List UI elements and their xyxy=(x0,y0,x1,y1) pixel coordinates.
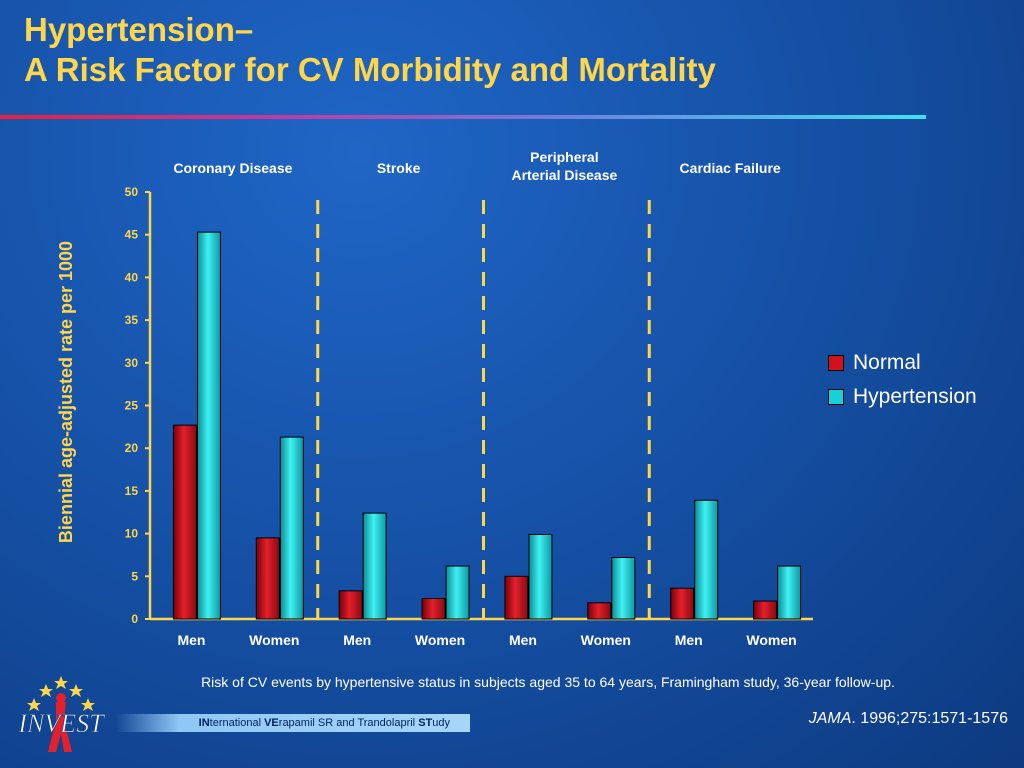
y-tick-label: 25 xyxy=(125,399,139,413)
title-line-2: A Risk Factor for CV Morbidity and Morta… xyxy=(24,51,716,88)
logo-text: INVEST xyxy=(17,709,105,738)
x-tick-label: Men xyxy=(509,632,537,648)
title-underline xyxy=(0,115,926,119)
group-title-line: Stroke xyxy=(377,160,421,176)
y-tick-label: 20 xyxy=(125,441,139,455)
y-tick-label: 5 xyxy=(131,569,138,583)
bar-hypertension xyxy=(445,565,470,620)
x-tick-label: Men xyxy=(343,632,371,648)
x-tick-label: Men xyxy=(675,632,703,648)
group-title-line: Coronary Disease xyxy=(173,160,292,176)
bar-hypertension xyxy=(279,436,304,620)
y-tick-label: 0 xyxy=(131,612,138,626)
group-title: Cardiac Failure xyxy=(680,160,781,176)
bar-hypertension xyxy=(196,231,221,620)
chart-legend: Normal Hypertension xyxy=(828,346,977,414)
citation: JAMA. 1996;275:1571-1576 xyxy=(809,710,1008,728)
invest-logo: INVEST xyxy=(17,676,105,752)
y-tick-label: 50 xyxy=(125,185,139,199)
x-tick-label: Women xyxy=(746,632,796,648)
bar-hypertension xyxy=(611,557,636,620)
bar-hypertension xyxy=(528,533,553,620)
bar-normal xyxy=(504,575,529,620)
bar-hypertension xyxy=(694,499,719,620)
citation-journal: JAMA xyxy=(808,710,852,727)
bar-normal xyxy=(338,590,363,620)
y-tick-label: 15 xyxy=(125,484,139,498)
group-title-line: Arterial Disease xyxy=(511,167,617,183)
group-title-line: Peripheral xyxy=(530,149,598,165)
slide-title: Hypertension– A Risk Factor for CV Morbi… xyxy=(24,10,716,90)
banner-part3-bold: ST xyxy=(418,717,433,729)
y-axis-label: Biennial age-adjusted rate per 1000 xyxy=(56,241,76,543)
bar-hypertension xyxy=(777,565,802,620)
legend-label-hypertension: Hypertension xyxy=(853,385,977,408)
y-tick-label: 10 xyxy=(125,527,139,541)
figure-caption: Risk of CV events by hypertensive status… xyxy=(201,674,895,690)
study-banner: INternational VErapamil SR and Trandolap… xyxy=(116,714,470,732)
bar-normal xyxy=(670,587,695,620)
group-title: Stroke xyxy=(377,160,421,176)
banner-part3: udy xyxy=(432,717,450,729)
legend-swatch-normal xyxy=(828,355,844,371)
banner-part1-bold: IN xyxy=(198,717,210,729)
group-title: Coronary Disease xyxy=(173,160,292,176)
bar-normal xyxy=(587,602,612,620)
legend-label-normal: Normal xyxy=(853,351,921,374)
bar-normal xyxy=(753,600,778,620)
x-tick-label: Women xyxy=(581,632,631,648)
x-tick-label: Women xyxy=(415,632,465,648)
y-tick-label: 35 xyxy=(125,313,139,327)
banner-part2-bold: VE xyxy=(264,717,279,729)
x-tick-label: Men xyxy=(177,632,205,648)
legend-item-normal: Normal xyxy=(828,346,977,380)
banner-part1: ternational xyxy=(209,717,265,729)
legend-swatch-hypertension xyxy=(828,389,844,405)
y-tick-label: 30 xyxy=(125,356,139,370)
title-line-1: Hypertension– xyxy=(24,11,254,48)
y-tick-label: 40 xyxy=(125,270,139,284)
y-tick-label: 45 xyxy=(125,228,139,242)
banner-part2: rapamil SR and Trandolapril xyxy=(278,717,419,729)
group-title-line: Cardiac Failure xyxy=(680,160,781,176)
bar-normal xyxy=(172,424,197,620)
bar-hypertension xyxy=(362,512,387,620)
legend-item-hypertension: Hypertension xyxy=(828,380,977,414)
citation-details: . 1996;275:1571-1576 xyxy=(851,710,1008,727)
bar-normal xyxy=(421,598,446,620)
group-title: Peripheral Arterial Disease xyxy=(511,149,617,183)
bar-normal xyxy=(255,537,280,620)
x-tick-label: Women xyxy=(249,632,299,648)
